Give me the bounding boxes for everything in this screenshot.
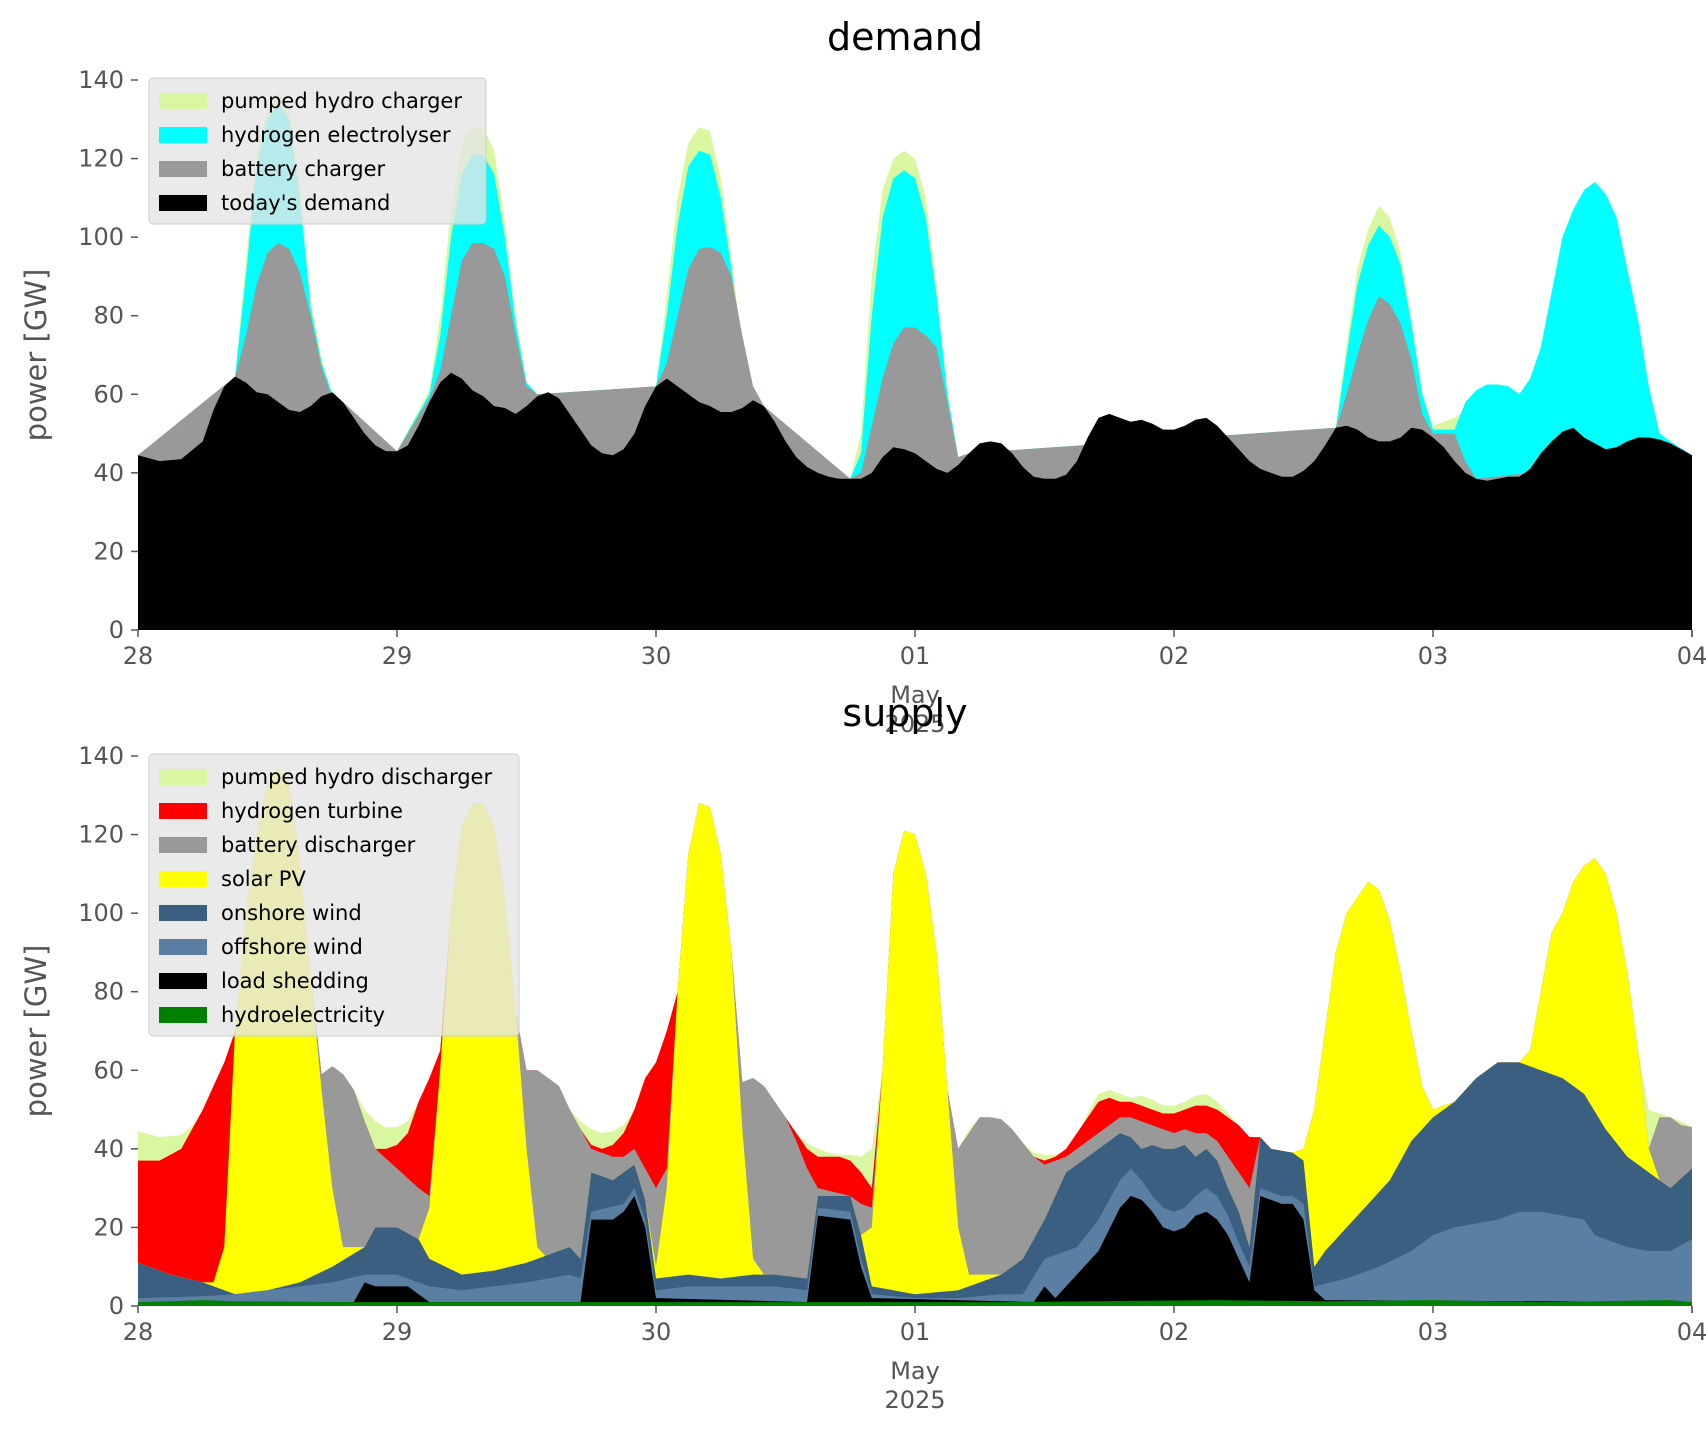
y-tick-label: 100 [78, 223, 124, 251]
x-tick-label: 02 [1159, 1318, 1190, 1346]
area-load-shedding [138, 1196, 1692, 1306]
legend-label: hydrogen electrolyser [221, 123, 451, 147]
x-tick-label: 01 [900, 1318, 931, 1346]
y-tick-label: 60 [93, 380, 124, 408]
legend-box [148, 753, 520, 1037]
x-tick-label: 03 [1418, 1318, 1449, 1346]
y-tick-label: 40 [93, 1135, 124, 1163]
legend-box [148, 77, 487, 225]
y-tick-label: 140 [78, 742, 124, 770]
legend-swatch [159, 837, 207, 853]
x-tick-label: 29 [382, 642, 413, 670]
y-tick-label: 0 [109, 1292, 124, 1320]
legend: pumped hydro charger hydrogen electrolyse… [148, 77, 487, 225]
legend-label: battery discharger [221, 833, 416, 857]
x-tick-label: 28 [123, 642, 154, 670]
legend-label: pumped hydro discharger [221, 765, 492, 789]
legend-swatch [159, 769, 207, 785]
y-tick-label: 140 [78, 66, 124, 94]
y-tick-label: 80 [93, 302, 124, 330]
legend-label: load shedding [221, 969, 369, 993]
legend-label: today's demand [221, 191, 390, 215]
x-year-label: 2025 [884, 710, 945, 738]
x-month-label: May [890, 1357, 940, 1385]
x-year-label: 2025 [884, 1386, 945, 1414]
legend-label: onshore wind [221, 901, 362, 925]
x-tick-label: 04 [1677, 1318, 1706, 1346]
area-hydroelectricity [138, 1300, 1692, 1306]
y-tick-label: 80 [93, 978, 124, 1006]
x-tick-label: 29 [382, 1318, 413, 1346]
y-axis-label: power [GW] [19, 269, 53, 442]
legend-swatch [159, 973, 207, 989]
x-month-label: May [890, 681, 940, 709]
legend-label: pumped hydro charger [221, 89, 462, 113]
legend-swatch [159, 871, 207, 887]
x-tick-label: 30 [641, 642, 672, 670]
legend-label: hydroelectricity [221, 1003, 385, 1027]
x-tick-label: 04 [1677, 642, 1706, 670]
y-axis-label: power [GW] [19, 945, 53, 1118]
chart-title: supply [842, 691, 967, 735]
x-tick-label: 03 [1418, 642, 1449, 670]
y-tick-label: 100 [78, 899, 124, 927]
legend: pumped hydro discharger hydrogen turbine b… [148, 753, 520, 1037]
y-tick-label: 20 [93, 1213, 124, 1241]
legend-label: solar PV [221, 867, 306, 891]
legend-swatch [159, 939, 207, 955]
y-tick-label: 20 [93, 537, 124, 565]
legend-swatch [159, 161, 207, 177]
legend-swatch [159, 127, 207, 143]
legend-swatch [159, 195, 207, 211]
x-tick-label: 30 [641, 1318, 672, 1346]
area-today-s-demand [138, 372, 1692, 630]
y-tick-label: 120 [78, 145, 124, 173]
legend-label: hydrogen turbine [221, 799, 403, 823]
legend-label: offshore wind [221, 935, 363, 959]
chart-title: demand [827, 15, 983, 59]
legend-label: battery charger [221, 157, 386, 181]
y-tick-label: 120 [78, 821, 124, 849]
y-tick-label: 60 [93, 1056, 124, 1084]
y-tick-label: 0 [109, 616, 124, 644]
legend-swatch [159, 803, 207, 819]
x-tick-label: 28 [123, 1318, 154, 1346]
legend-swatch [159, 93, 207, 109]
legend-swatch [159, 1007, 207, 1023]
x-tick-label: 02 [1159, 642, 1190, 670]
x-tick-label: 01 [900, 642, 931, 670]
legend-swatch [159, 905, 207, 921]
y-tick-label: 40 [93, 459, 124, 487]
